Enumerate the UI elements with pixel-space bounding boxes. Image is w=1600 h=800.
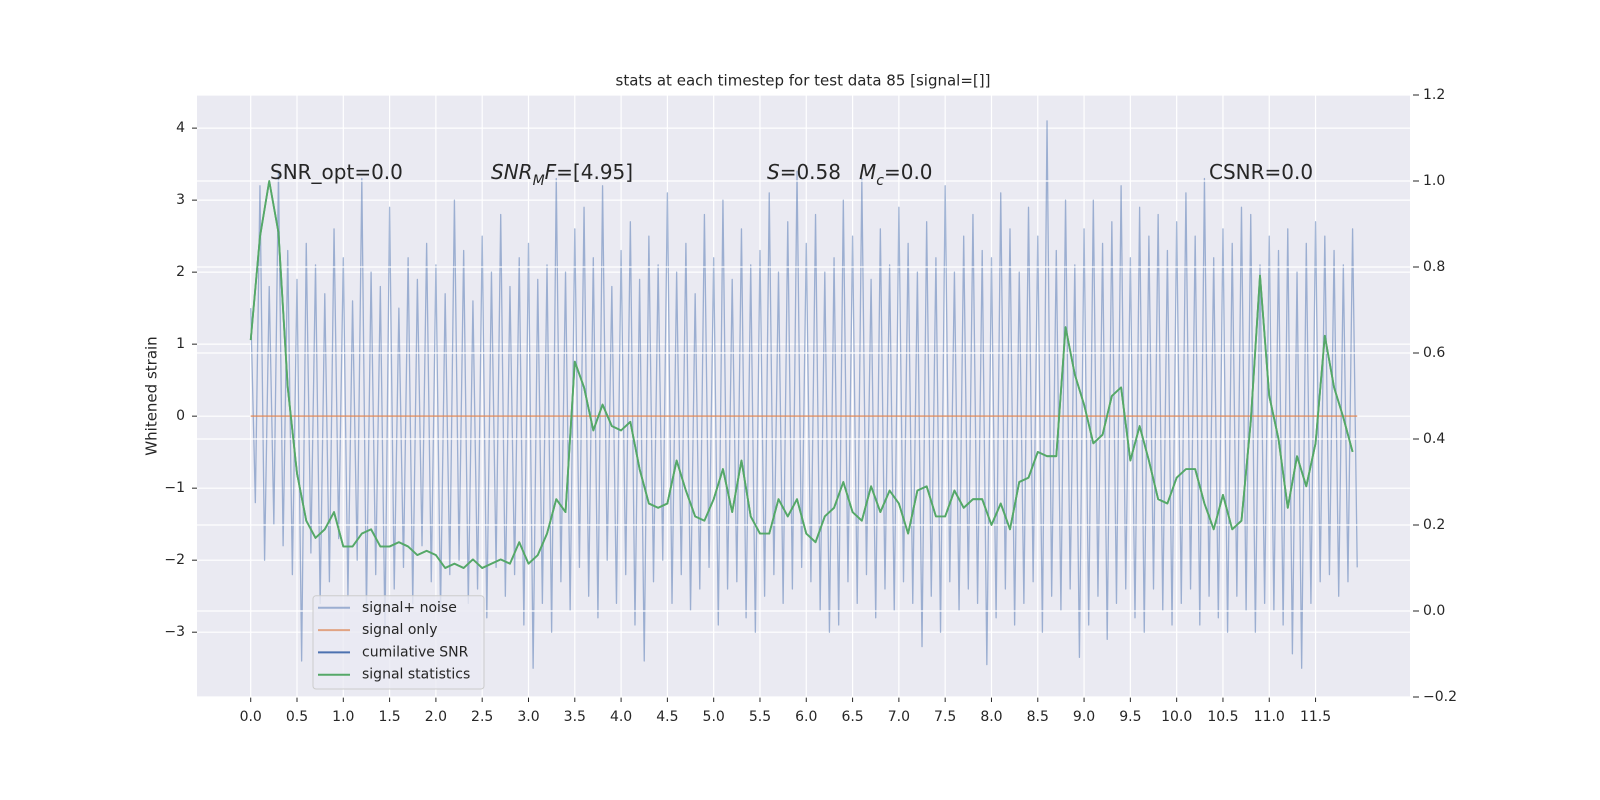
y-tick-label: 3 [176, 192, 185, 208]
chart-title: stats at each timestep for test data 85 … [616, 72, 991, 90]
x-tick-label: 4.5 [656, 709, 678, 725]
x-tick-label: 10.0 [1161, 709, 1192, 725]
x-tick-label: 7.0 [888, 709, 910, 725]
legend-label: signal+ noise [362, 600, 457, 616]
legend-label: signal only [362, 622, 437, 638]
annotation: CSNR=0.0 [1209, 160, 1313, 184]
y-tick-label: −3 [164, 624, 185, 640]
x-tick-label: 2.0 [425, 709, 447, 725]
x-tick-label: 9.5 [1119, 709, 1141, 725]
x-tick-label: 8.0 [980, 709, 1002, 725]
y2-tick-label: −0.2 [1423, 689, 1457, 705]
series-line [250, 120, 1358, 669]
annotation-part: SNR_opt=0.0 [270, 160, 403, 184]
series-line [249, 180, 1354, 569]
x-tick-label: 4.0 [610, 709, 632, 725]
x-tick-label: 6.0 [795, 709, 817, 725]
x-tick-label: 3.5 [564, 709, 586, 725]
y-tick-label: 2 [176, 264, 185, 280]
annotation-part: =0.58 [780, 160, 841, 184]
y2-tick-label: 1.0 [1423, 173, 1445, 189]
annotation-part: S [767, 160, 780, 184]
y-tick-label: 4 [176, 120, 185, 136]
x-tick-label: 5.5 [749, 709, 771, 725]
y2-tick-label: 0.0 [1423, 603, 1445, 619]
x-tick-label: 6.5 [841, 709, 863, 725]
legend-label: cumilative SNR [362, 644, 469, 660]
x-tick-label: 0.0 [240, 709, 262, 725]
y2-tick-label: 1.2 [1423, 87, 1445, 103]
x-tick-label: 10.5 [1207, 709, 1238, 725]
annotation-part: CSNR=0.0 [1209, 160, 1313, 184]
annotation: SNRMF=[4.95] [491, 160, 633, 190]
y2-tick-label: 0.2 [1423, 517, 1445, 533]
y2-tick-label: 0.4 [1423, 431, 1445, 447]
annotation-part: M [859, 160, 876, 184]
annotation: SNR_opt=0.0 [270, 160, 403, 184]
annotation-part: =0.0 [884, 160, 933, 184]
annotation-part: F [545, 160, 557, 184]
y2-tick-label: 0.8 [1423, 259, 1445, 275]
x-tick-label: 11.5 [1300, 709, 1331, 725]
y2-tick-label: 0.6 [1423, 345, 1445, 361]
x-tick-label: 8.5 [1027, 709, 1049, 725]
annotation-part: SNR [491, 160, 533, 184]
legend-box [312, 595, 485, 690]
y-axis-label: Whitened strain [143, 336, 161, 455]
annotation-part: =[4.95] [556, 160, 633, 184]
x-tick-label: 9.0 [1073, 709, 1095, 725]
x-tick-label: 5.0 [703, 709, 725, 725]
x-tick-label: 3.0 [517, 709, 539, 725]
annotation-part: c [876, 173, 884, 189]
y-tick-label: −1 [164, 480, 185, 496]
y-tick-label: −2 [164, 552, 185, 568]
x-tick-label: 7.5 [934, 709, 956, 725]
x-tick-label: 1.0 [332, 709, 354, 725]
annotation-part: M [533, 173, 545, 189]
x-tick-label: 11.0 [1254, 709, 1285, 725]
annotation: Mc=0.0 [859, 160, 933, 190]
x-tick-label: 1.5 [378, 709, 400, 725]
annotation: S=0.58 [767, 160, 841, 184]
x-tick-label: 2.5 [471, 709, 493, 725]
x-tick-label: 0.5 [286, 709, 308, 725]
y-tick-label: 1 [176, 336, 185, 352]
legend-label: signal statistics [362, 667, 470, 683]
y-tick-label: 0 [176, 408, 185, 424]
